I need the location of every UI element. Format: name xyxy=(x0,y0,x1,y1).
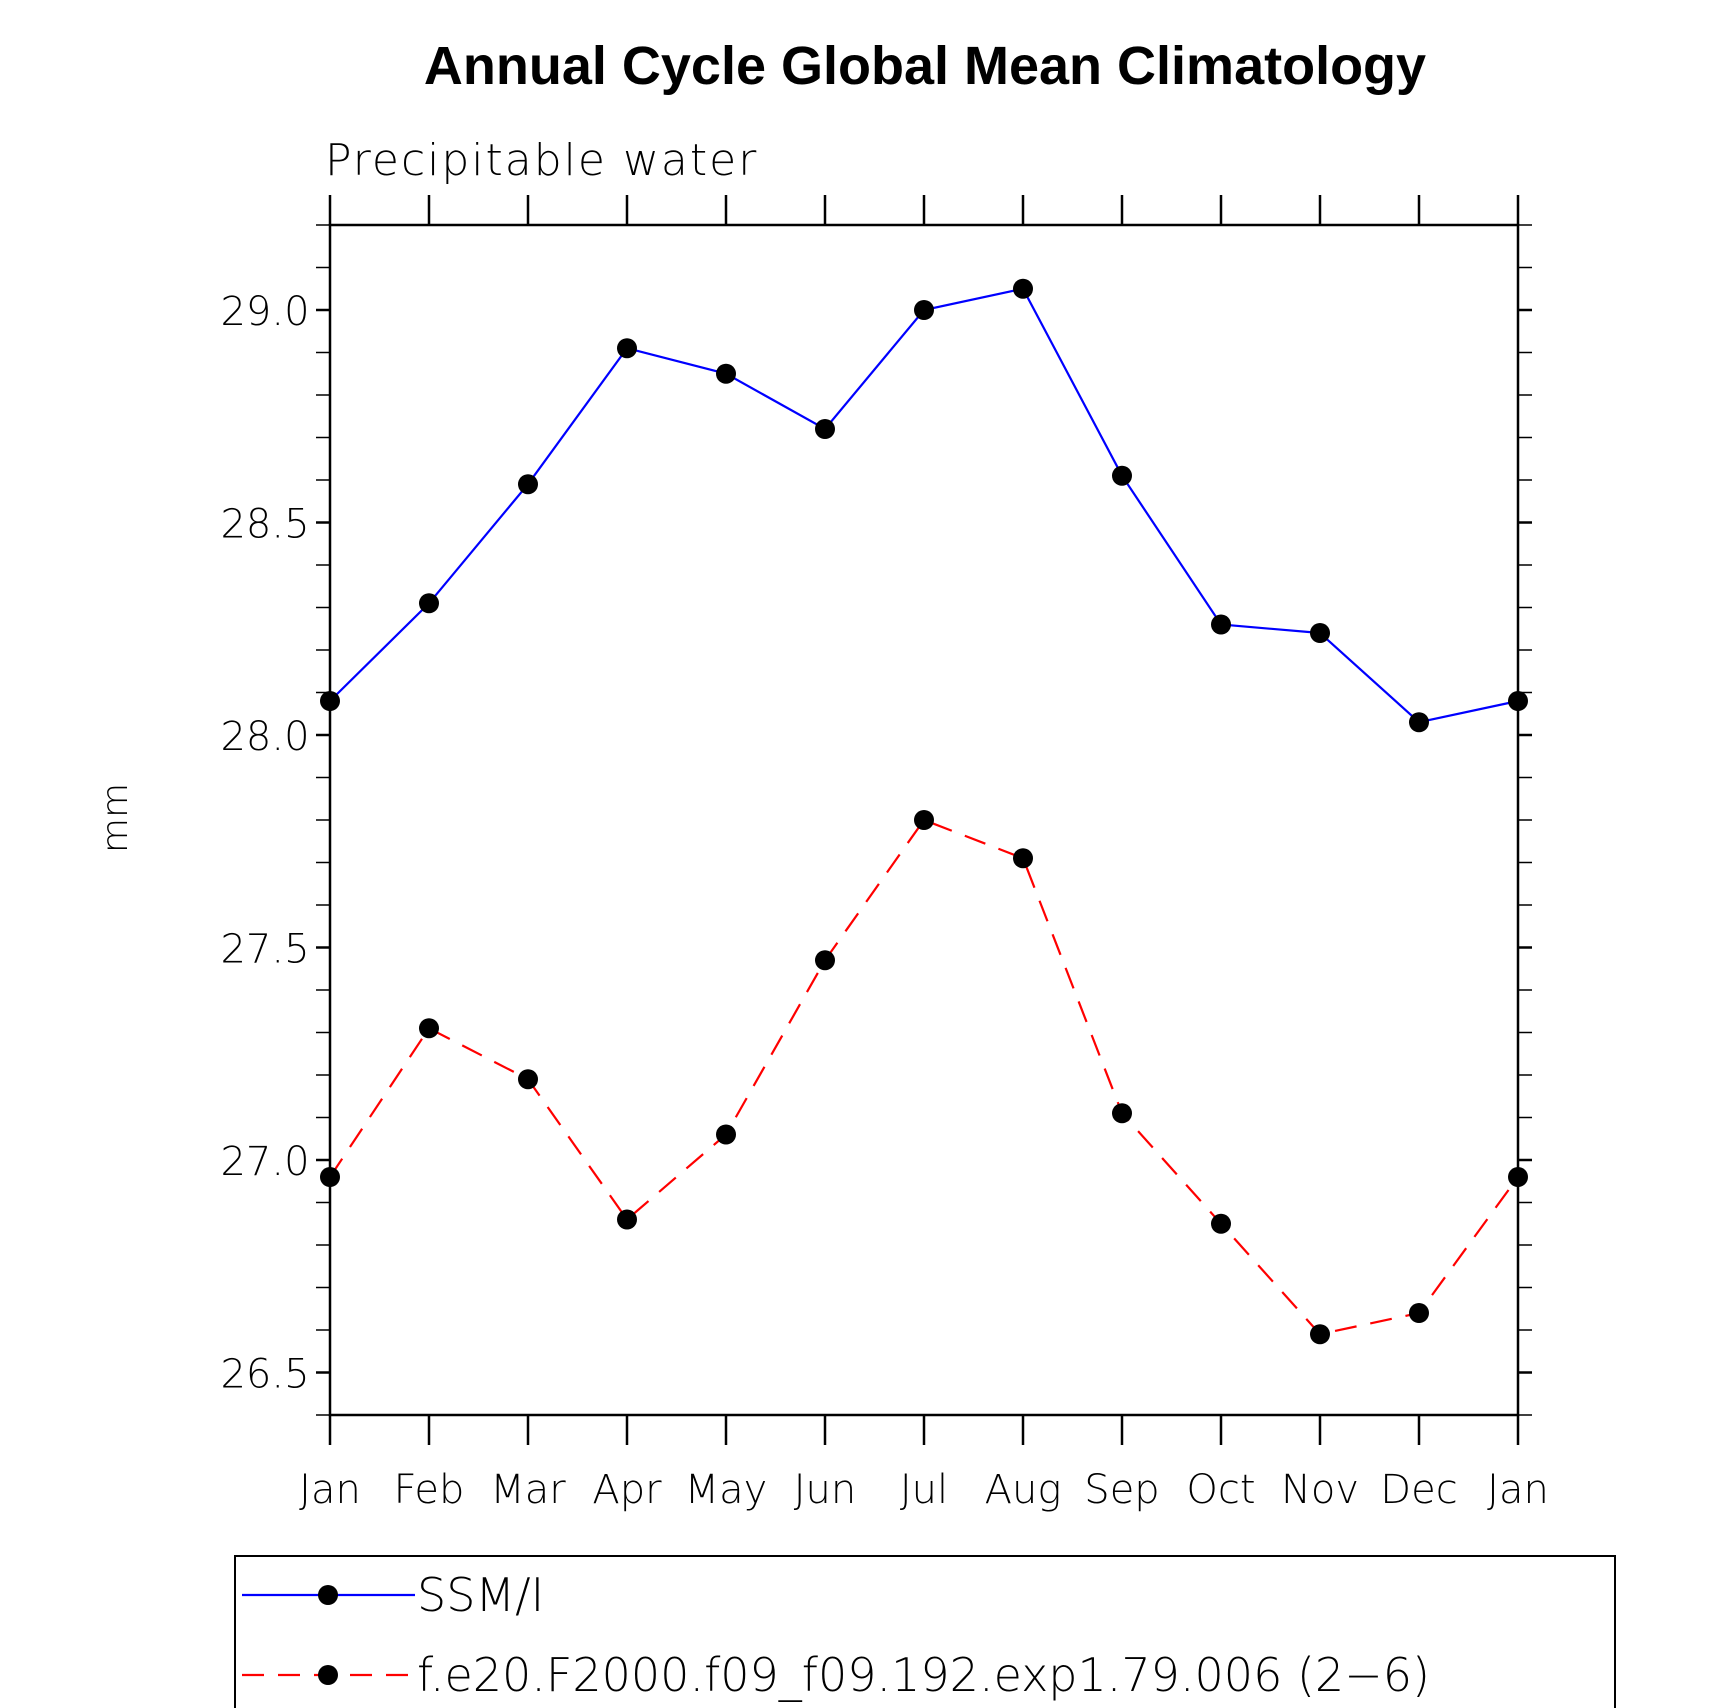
y-tick-label: 29.0 xyxy=(220,289,309,335)
series-line-2 xyxy=(329,818,1519,1336)
legend xyxy=(234,1555,1616,1708)
legend-label-1: SSM/I xyxy=(417,1568,544,1622)
y-tick-label: 27.0 xyxy=(220,1139,309,1185)
series-1-point xyxy=(320,691,340,711)
series-1-point xyxy=(1211,614,1231,635)
series-1-point xyxy=(1013,278,1033,299)
series-1-point xyxy=(914,300,934,320)
x-tick-label: Feb xyxy=(394,1467,465,1513)
x-tick-label: Sep xyxy=(1084,1467,1159,1513)
series-1-point xyxy=(1409,712,1429,733)
series-1-point xyxy=(716,363,736,384)
x-tick-label: Jan xyxy=(1487,1467,1549,1513)
series-2-point xyxy=(617,1209,637,1230)
axes-ticks: Jan Feb Mar Apr May Jun Jul Aug Sep Oct Nov Dec Jan 2… xyxy=(220,195,1549,1513)
series-2-point xyxy=(1310,1324,1330,1345)
series-2-point xyxy=(914,810,934,830)
legend-label-2: f.e20.F2000.f09_f09.192.exp1.79.006 (2−6… xyxy=(417,1648,1430,1702)
series-1-point xyxy=(518,474,538,495)
x-tick-label: Aug xyxy=(985,1467,1062,1513)
series-1-point xyxy=(1112,465,1132,486)
series-1-point xyxy=(1508,691,1528,711)
series-2-point xyxy=(518,1069,538,1090)
series-layer xyxy=(320,278,1528,1345)
chart-subtitle: Precipitable water xyxy=(325,135,758,186)
x-tick-label: Nov xyxy=(1281,1467,1359,1513)
y-tick-label: 28.0 xyxy=(220,714,309,760)
legend-marker xyxy=(318,1585,338,1605)
series-1-point xyxy=(815,419,835,439)
series-2-point xyxy=(1508,1167,1528,1187)
series-2-point xyxy=(815,950,835,971)
series-2-point xyxy=(419,1018,439,1039)
series-1-point xyxy=(419,593,439,614)
y-tick-label: 28.5 xyxy=(220,502,309,548)
x-tick-label: Apr xyxy=(592,1467,662,1513)
y-tick-label: 27.5 xyxy=(220,927,309,973)
series-2-point xyxy=(1013,848,1033,869)
x-tick-label: Oct xyxy=(1186,1467,1255,1513)
x-tick-label: Mar xyxy=(490,1467,566,1513)
x-tick-label: Dec xyxy=(1380,1467,1457,1513)
x-tick-label: Jul xyxy=(900,1467,948,1513)
x-tick-label: Jun xyxy=(794,1467,857,1513)
series-2-point xyxy=(716,1124,736,1145)
y-axis-label: mm xyxy=(95,783,136,853)
series-1-point xyxy=(617,338,637,359)
series-2-point xyxy=(320,1167,340,1187)
series-line-1 xyxy=(329,287,1519,724)
series-2-point xyxy=(1211,1213,1231,1234)
series-1-point xyxy=(1310,623,1330,643)
x-tick-label: Jan xyxy=(299,1467,361,1513)
chart-title: Annual Cycle Global Mean Climatology xyxy=(424,36,1426,96)
x-tick-label: May xyxy=(685,1467,768,1513)
y-tick-label: 26.5 xyxy=(220,1352,309,1398)
legend-marker xyxy=(318,1665,338,1685)
series-2-point xyxy=(1112,1103,1132,1124)
series-2-point xyxy=(1409,1303,1429,1323)
legend-entries: SSM/I f.e20.F2000.f09_f09.192.exp1.79.006… xyxy=(242,1568,1430,1702)
